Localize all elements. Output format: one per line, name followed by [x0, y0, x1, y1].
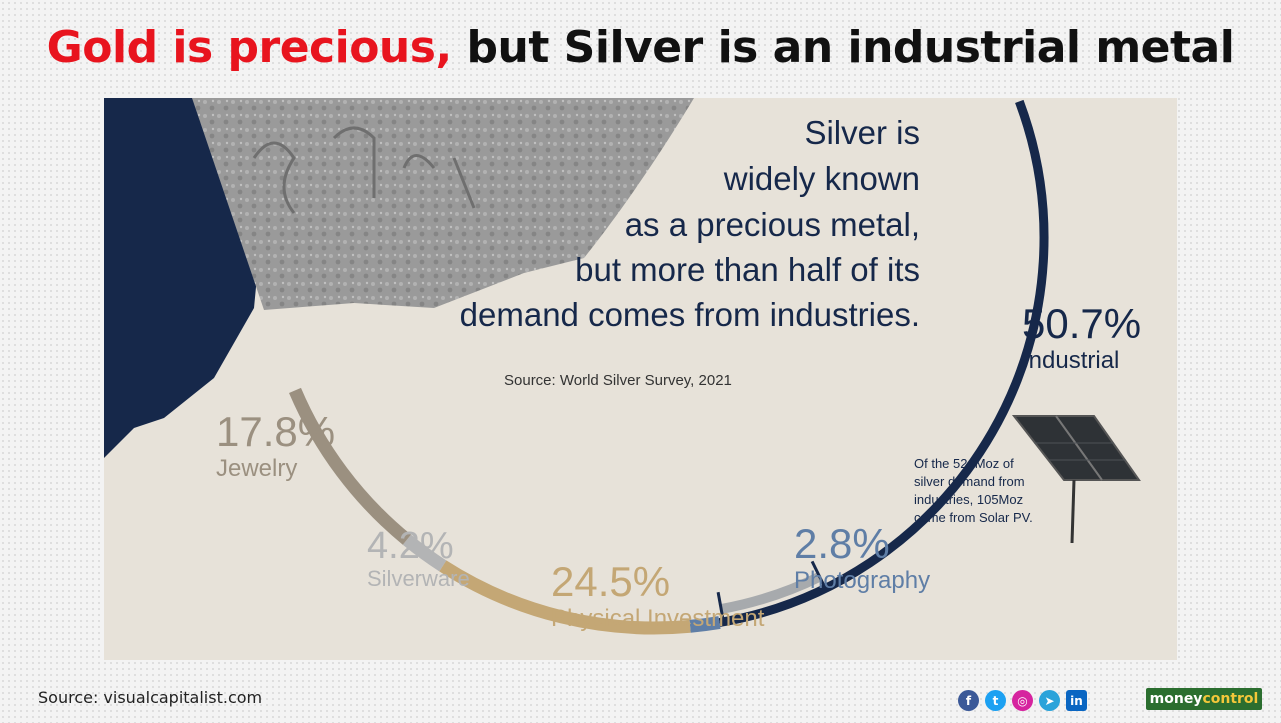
arc-photography [689, 616, 721, 633]
lead-line-3: as a precious metal, [625, 206, 920, 243]
headline: Gold is precious, but Silver is an indus… [0, 22, 1281, 73]
category-label-physical-investment: Physical Investment [551, 605, 765, 632]
lead-line-1: Silver is [804, 114, 920, 151]
arc-industrial [718, 99, 1049, 627]
lead-line-2: widely known [723, 160, 920, 197]
lead-line-4: but more than half of its [575, 251, 920, 288]
arc-solar-pv [720, 572, 822, 614]
solar-bracket-tick-1 [810, 560, 828, 591]
instagram-icon[interactable]: ◎ [1012, 690, 1033, 711]
linkedin-icon[interactable]: in [1066, 690, 1087, 711]
moneycontrol-logo[interactable]: moneycontrol [1146, 688, 1262, 710]
footer-source: Source: visualcapitalist.com [38, 688, 263, 707]
social-links: f t ◎ ➤ in [958, 690, 1087, 711]
value-label-physical-investment: 24.5% [551, 558, 670, 605]
silver-coin-image [192, 98, 694, 310]
solar-note-line-3: industries, 105Moz [914, 492, 1023, 507]
value-label-silverware: 4.2% [367, 525, 454, 567]
category-label-industrial: Industrial [1022, 347, 1119, 374]
solar-note: Of the 524Moz of silver demand from indu… [914, 456, 1033, 525]
value-label-jewelry: 17.8% [216, 408, 335, 455]
lead-line-5: demand comes from industries. [460, 296, 920, 333]
arc-physical-investment [439, 560, 691, 635]
category-label-silverware: Silverware [367, 566, 470, 591]
facebook-icon[interactable]: f [958, 690, 979, 711]
silver-demand-chart: 50.7%Industrial 2.8%Photography 24.5%Physi… [104, 98, 1141, 635]
demand-arc-ring [289, 99, 1049, 635]
arc-silverware [402, 534, 447, 572]
telegram-icon[interactable]: ➤ [1039, 690, 1060, 711]
value-label-photography: 2.8% [794, 520, 890, 567]
solar-note-line-4: came from Solar PV. [914, 510, 1033, 525]
coin-lettering [252, 126, 476, 214]
category-label-jewelry: Jewelry [216, 455, 297, 482]
solar-bracket-tick-2 [716, 591, 726, 624]
solar-note-line-1: Of the 524Moz of [914, 456, 1014, 471]
chart-labels: 50.7%Industrial 2.8%Photography 24.5%Physi… [216, 300, 1141, 632]
solar-panel-icon [1011, 415, 1141, 544]
category-label-photography: Photography [794, 567, 930, 594]
source-note: Source: World Silver Survey, 2021 [504, 372, 732, 389]
arc-jewelry [289, 387, 412, 545]
value-label-industrial: 50.7% [1022, 300, 1141, 347]
twitter-icon[interactable]: t [985, 690, 1006, 711]
solar-note-line-2: silver demand from [914, 474, 1025, 489]
headline-red: Gold is precious, [46, 22, 453, 73]
lead-text: Silver is widely known as a precious met… [460, 114, 920, 333]
headline-black: but Silver is an industrial metal [466, 22, 1235, 73]
infographic-panel: 50.7% Industrial 2.8% Photography 24.5% Physi… [104, 98, 1177, 660]
